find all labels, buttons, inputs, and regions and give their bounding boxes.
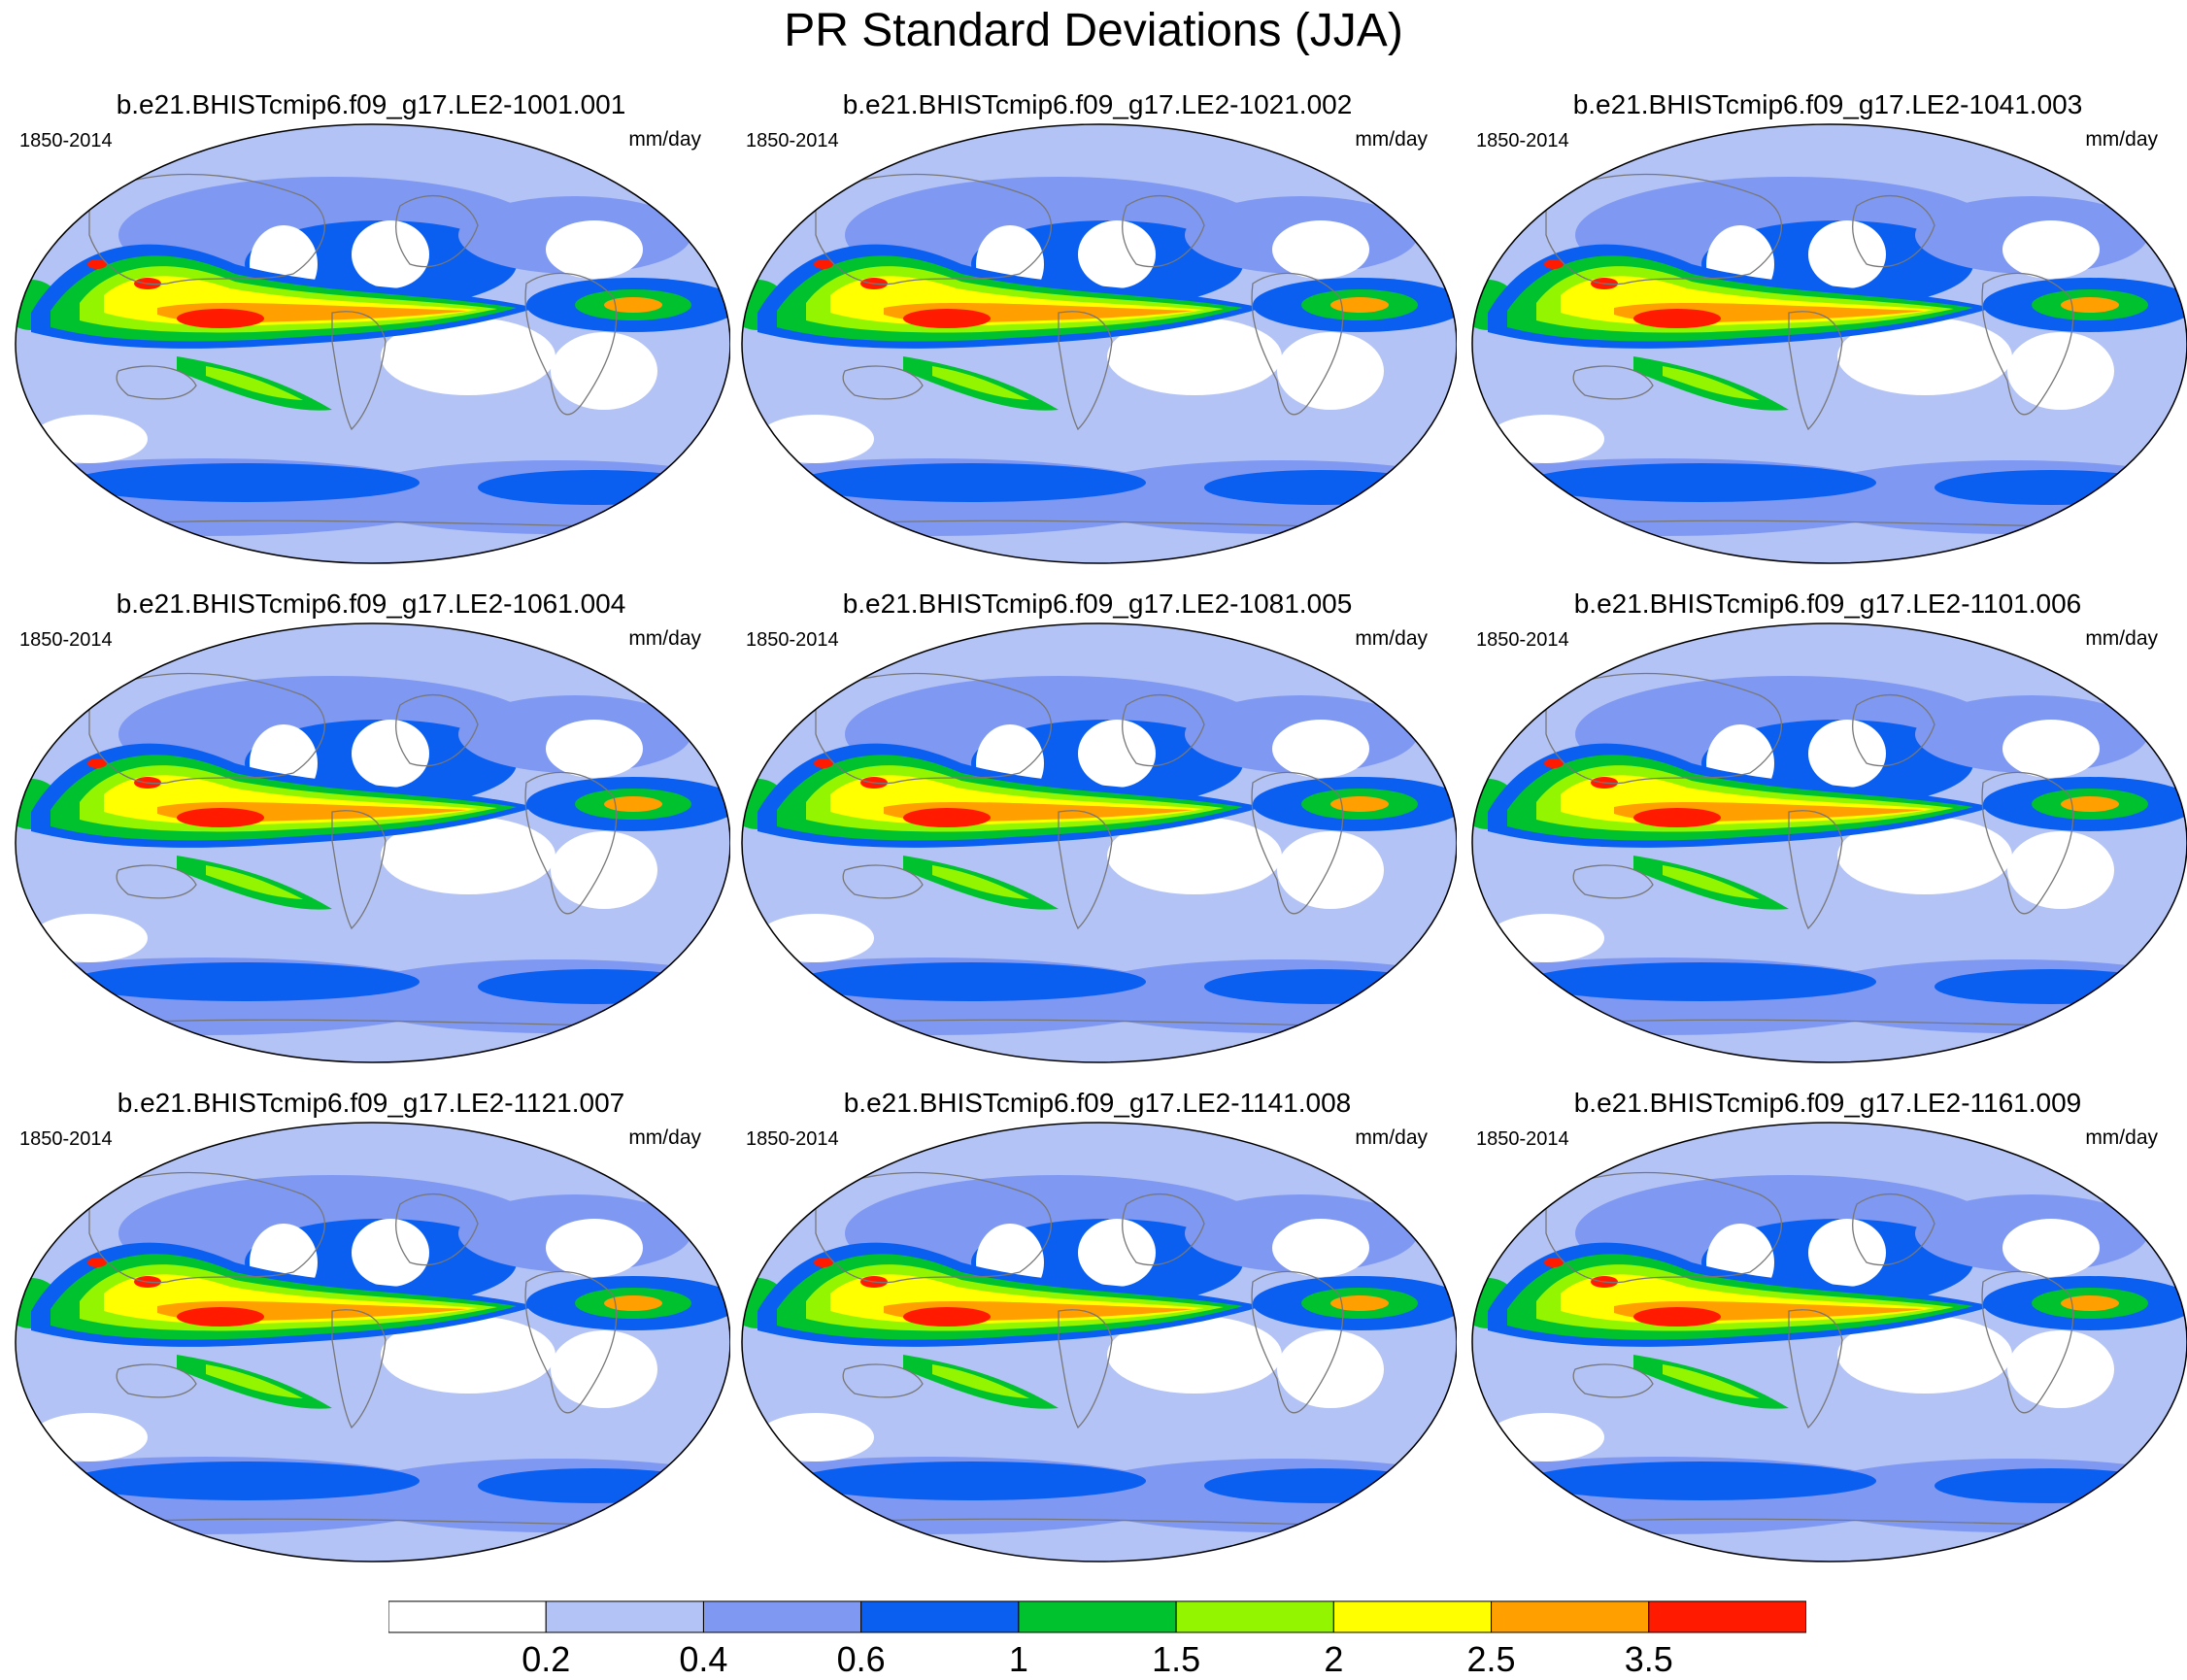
precip-std-map	[741, 1122, 1457, 1562]
map-field	[16, 1123, 730, 1562]
panel-units: mm/day	[2085, 1126, 2158, 1149]
panel-units: mm/day	[628, 627, 701, 650]
panel-units: mm/day	[1355, 1126, 1428, 1149]
panel-period: 1850-2014	[746, 130, 839, 151]
colorbar-segment	[702, 1600, 862, 1633]
map-field	[16, 124, 730, 563]
globe-border	[1471, 622, 2187, 1063]
colorbar-segment	[1175, 1600, 1334, 1633]
colorbar-tick-label: 0.6	[836, 1639, 886, 1679]
panel-title: b.e21.BHISTcmip6.f09_g17.LE2-1061.004	[116, 588, 626, 619]
colorbar-tick-label: 1	[1008, 1639, 1028, 1679]
panel-period: 1850-2014	[1476, 1128, 1569, 1150]
panel-units: mm/day	[628, 128, 701, 151]
panel-period: 1850-2014	[1476, 629, 1569, 651]
panel-units: mm/day	[2085, 627, 2158, 650]
map-field	[742, 623, 1457, 1062]
map-panel: b.e21.BHISTcmip6.f09_g17.LE2-1061.004 185…	[12, 588, 730, 1074]
precip-std-map	[1471, 123, 2187, 564]
map-panel: b.e21.BHISTcmip6.f09_g17.LE2-1021.002 185…	[738, 89, 1457, 575]
panel-period: 1850-2014	[746, 629, 839, 651]
globe-border	[1471, 1122, 2187, 1562]
panel-title: b.e21.BHISTcmip6.f09_g17.LE2-1001.001	[116, 89, 626, 119]
precip-std-map	[741, 123, 1457, 564]
map-panel: b.e21.BHISTcmip6.f09_g17.LE2-1161.009 185…	[1468, 1088, 2187, 1573]
map-field	[1472, 623, 2187, 1062]
precip-std-map	[1471, 622, 2187, 1063]
colorbar-segment	[1018, 1600, 1177, 1633]
precip-std-map	[15, 1122, 730, 1562]
colorbar-tick-label: 2	[1324, 1639, 1344, 1679]
map-panel: b.e21.BHISTcmip6.f09_g17.LE2-1041.003 185…	[1468, 89, 2187, 575]
panel-period: 1850-2014	[1476, 130, 1569, 151]
colorbar	[388, 1600, 1806, 1633]
panel-title: b.e21.BHISTcmip6.f09_g17.LE2-1021.002	[842, 89, 1353, 119]
map-panel: b.e21.BHISTcmip6.f09_g17.LE2-1141.008 185…	[738, 1088, 1457, 1573]
figure-title: PR Standard Deviations (JJA)	[784, 5, 1403, 56]
panel-title: b.e21.BHISTcmip6.f09_g17.LE2-1121.007	[117, 1088, 625, 1118]
colorbar-segment	[1491, 1600, 1650, 1633]
map-panel: b.e21.BHISTcmip6.f09_g17.LE2-1121.007 185…	[12, 1088, 730, 1573]
colorbar-segment	[1332, 1600, 1493, 1633]
map-field	[1472, 1123, 2187, 1562]
panel-units: mm/day	[2085, 128, 2158, 151]
colorbar-tick-label: 0.2	[522, 1639, 571, 1679]
globe-border	[15, 1122, 730, 1562]
colorbar-segment	[1648, 1600, 1806, 1633]
colorbar-segment	[860, 1600, 1020, 1633]
map-field	[16, 623, 730, 1062]
map-field	[742, 1123, 1457, 1562]
panel-title: b.e21.BHISTcmip6.f09_g17.LE2-1161.009	[1573, 1088, 2082, 1118]
panel-period: 1850-2014	[746, 1128, 839, 1150]
map-field	[742, 124, 1457, 563]
panel-title: b.e21.BHISTcmip6.f09_g17.LE2-1041.003	[1572, 89, 2083, 119]
globe-border	[1471, 123, 2187, 564]
panel-period: 1850-2014	[19, 629, 113, 651]
panel-units: mm/day	[628, 1126, 701, 1149]
map-field	[1472, 124, 2187, 563]
map-panel: b.e21.BHISTcmip6.f09_g17.LE2-1001.001 185…	[12, 89, 730, 575]
precip-std-map	[15, 123, 730, 564]
colorbar-segment	[388, 1600, 547, 1633]
precip-std-map	[741, 622, 1457, 1063]
map-panel: b.e21.BHISTcmip6.f09_g17.LE2-1081.005 185…	[738, 588, 1457, 1074]
panel-units: mm/day	[1355, 627, 1428, 650]
panel-units: mm/day	[1355, 128, 1428, 151]
globe-border	[15, 622, 730, 1063]
precip-std-map	[15, 622, 730, 1063]
panel-title: b.e21.BHISTcmip6.f09_g17.LE2-1141.008	[843, 1088, 1352, 1118]
colorbar-segment	[545, 1600, 704, 1633]
colorbar-tick-label: 3.5	[1624, 1639, 1673, 1679]
colorbar-tick-label: 0.4	[679, 1639, 728, 1679]
globe-border	[741, 1122, 1457, 1562]
panel-period: 1850-2014	[19, 130, 113, 151]
colorbar-tick-label: 2.5	[1466, 1639, 1516, 1679]
panel-period: 1850-2014	[19, 1128, 113, 1150]
map-panel: b.e21.BHISTcmip6.f09_g17.LE2-1101.006 185…	[1468, 588, 2187, 1074]
globe-border	[741, 123, 1457, 564]
globe-border	[15, 123, 730, 564]
colorbar-tick-label: 1.5	[1152, 1639, 1201, 1679]
globe-border	[741, 622, 1457, 1063]
panel-title: b.e21.BHISTcmip6.f09_g17.LE2-1081.005	[842, 588, 1353, 619]
coastlines	[69, 173, 618, 527]
precip-std-map	[1471, 1122, 2187, 1562]
panel-title: b.e21.BHISTcmip6.f09_g17.LE2-1101.006	[1573, 588, 2082, 619]
